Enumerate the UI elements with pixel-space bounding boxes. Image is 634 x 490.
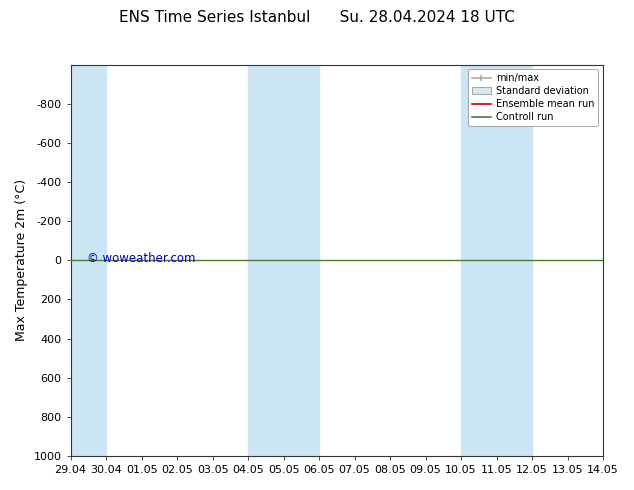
Y-axis label: Max Temperature 2m (°C): Max Temperature 2m (°C) [15, 179, 28, 342]
Bar [70, 65, 106, 456]
Legend: min/max, Standard deviation, Ensemble mean run, Controll run: min/max, Standard deviation, Ensemble me… [468, 70, 598, 126]
Text: © woweather.com: © woweather.com [87, 252, 195, 265]
Text: ENS Time Series Istanbul      Su. 28.04.2024 18 UTC: ENS Time Series Istanbul Su. 28.04.2024 … [119, 10, 515, 25]
Bar [461, 65, 532, 456]
Bar [248, 65, 319, 456]
